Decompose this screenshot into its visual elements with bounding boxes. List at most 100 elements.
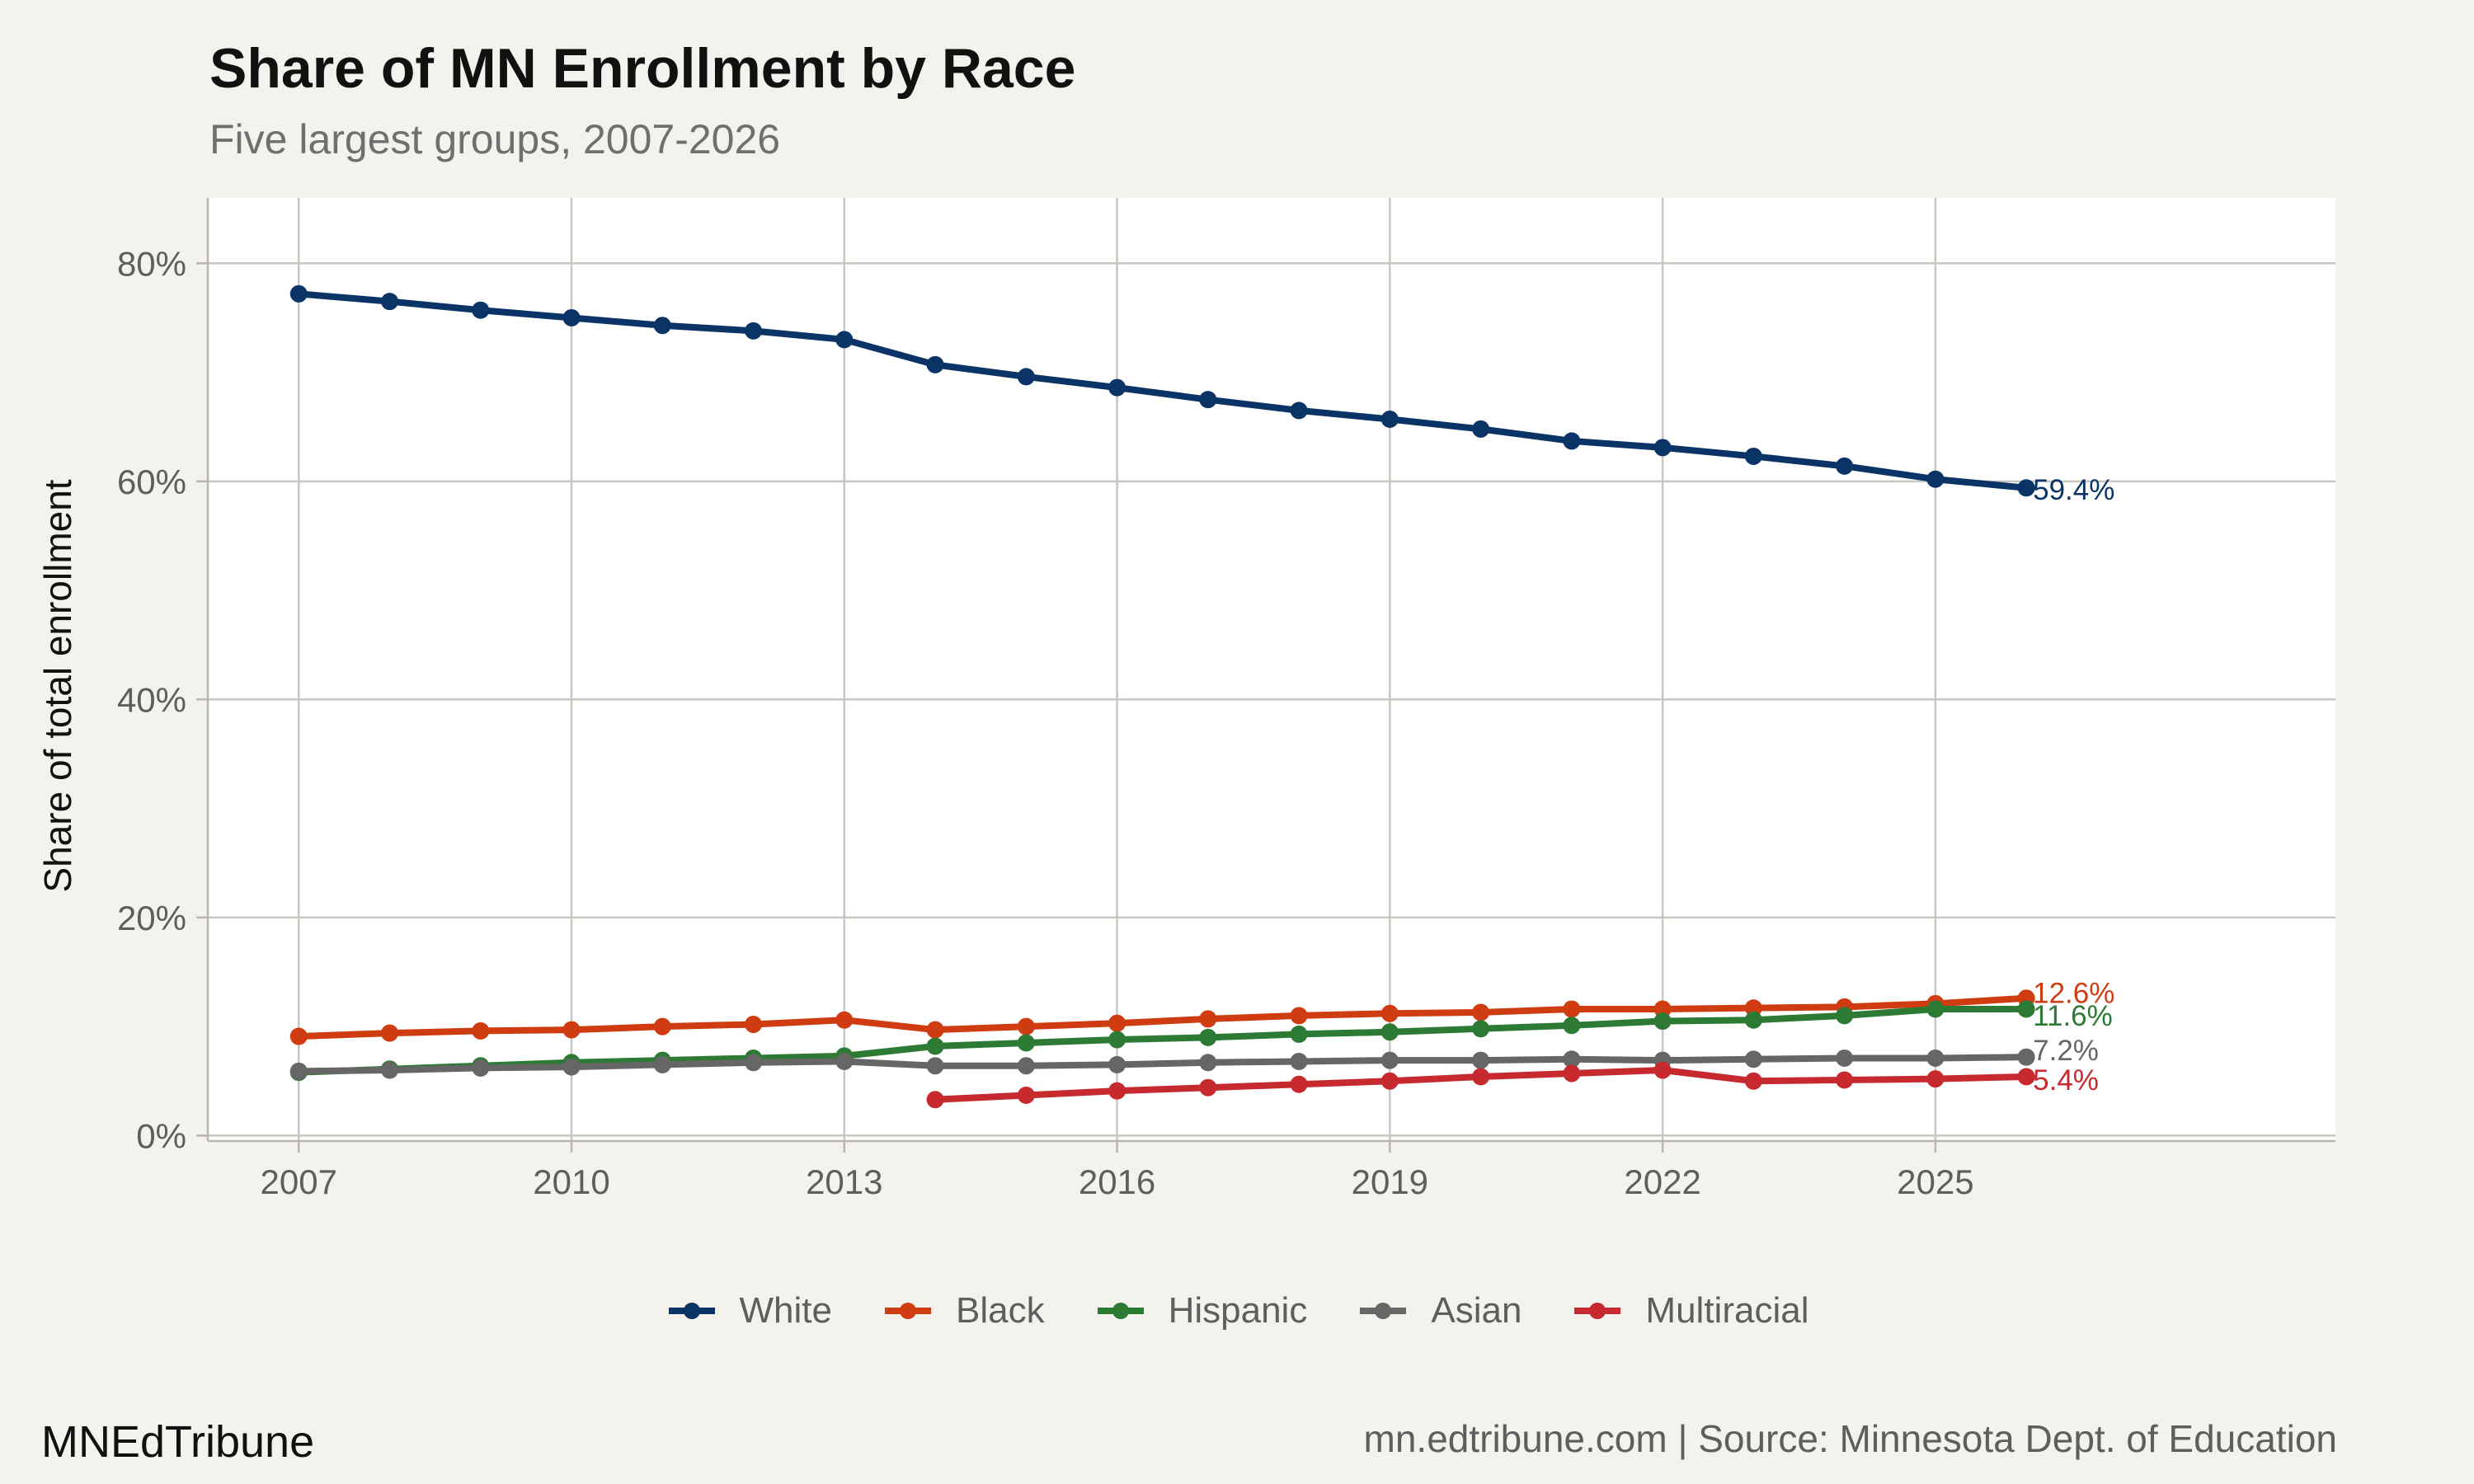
y-axis-title: Share of total enrollment bbox=[36, 479, 79, 892]
data-point-hispanic bbox=[2017, 1000, 2035, 1018]
data-point-asian bbox=[926, 1057, 944, 1075]
data-point-multiracial bbox=[926, 1091, 944, 1109]
legend-label-multiracial: Multiracial bbox=[1645, 1290, 1809, 1331]
data-point-multiracial bbox=[1017, 1086, 1035, 1104]
data-point-multiracial bbox=[1290, 1075, 1308, 1093]
legend-label-white: White bbox=[739, 1290, 832, 1331]
end-labels: 59.4% 12.6%11.6%7.2%5.4% bbox=[2033, 474, 2114, 1097]
legend-key-black bbox=[885, 1303, 931, 1319]
data-point-white bbox=[1926, 470, 1945, 488]
data-point-hispanic bbox=[1744, 1011, 1762, 1029]
legend-key-asian bbox=[1360, 1303, 1407, 1319]
data-point-asian bbox=[1017, 1057, 1035, 1075]
data-point-black bbox=[926, 1021, 944, 1039]
series-line-hispanic bbox=[295, 1005, 2030, 1076]
data-point-white bbox=[926, 355, 944, 373]
data-point-hispanic bbox=[926, 1037, 944, 1055]
data-point-black bbox=[1017, 1017, 1035, 1036]
data-point-black bbox=[1199, 1010, 1217, 1028]
data-point-white bbox=[1472, 420, 1490, 438]
legend-key-dot bbox=[683, 1303, 700, 1319]
y-tick-label: 40% bbox=[117, 680, 186, 719]
data-point-asian bbox=[472, 1059, 490, 1077]
data-point-black bbox=[1472, 1003, 1490, 1021]
data-point-white bbox=[1199, 391, 1217, 409]
data-point-multiracial bbox=[1744, 1072, 1762, 1090]
chart-subtitle: Five largest groups, 2007-2026 bbox=[209, 116, 781, 162]
legend-label-asian: Asian bbox=[1431, 1290, 1522, 1331]
data-point-asian bbox=[1199, 1054, 1217, 1072]
data-point-asian bbox=[1290, 1052, 1308, 1070]
data-point-black bbox=[562, 1021, 581, 1039]
legend-key-hispanic bbox=[1097, 1303, 1144, 1319]
data-point-multiracial bbox=[1653, 1061, 1672, 1079]
series-lines bbox=[289, 284, 2035, 1109]
legend-key-multiracial bbox=[1574, 1303, 1621, 1319]
data-point-white bbox=[835, 331, 854, 349]
data-point-asian bbox=[1744, 1050, 1762, 1068]
series-line-white bbox=[295, 290, 2030, 491]
legend-label-black: Black bbox=[956, 1290, 1045, 1331]
data-point-hispanic bbox=[1017, 1034, 1035, 1052]
series-multiracial bbox=[926, 1061, 2035, 1109]
x-tick-label: 2013 bbox=[806, 1162, 882, 1201]
data-point-black bbox=[653, 1017, 671, 1036]
data-point-asian bbox=[1926, 1049, 1945, 1067]
data-point-black bbox=[835, 1011, 854, 1029]
brand-name: MNEdTribune bbox=[41, 1417, 315, 1467]
data-point-black bbox=[1380, 1004, 1399, 1022]
data-point-white bbox=[653, 317, 671, 335]
data-point-hispanic bbox=[1472, 1020, 1490, 1038]
data-point-hispanic bbox=[1836, 1007, 1854, 1025]
end-label-white: 59.4% bbox=[2033, 474, 2114, 506]
data-point-asian bbox=[653, 1055, 671, 1073]
legend-item-white: White bbox=[666, 1290, 832, 1331]
data-point-asian bbox=[1836, 1049, 1854, 1067]
data-point-multiracial bbox=[1199, 1078, 1217, 1097]
data-point-white bbox=[1380, 410, 1399, 428]
data-point-black bbox=[1744, 999, 1762, 1017]
series-line-asian bbox=[295, 1054, 2030, 1075]
data-point-asian bbox=[835, 1052, 854, 1070]
data-point-black bbox=[1653, 1000, 1672, 1018]
data-point-white bbox=[1290, 402, 1308, 420]
data-point-hispanic bbox=[1926, 1000, 1945, 1018]
data-point-multiracial bbox=[1108, 1082, 1126, 1100]
data-point-multiracial bbox=[2017, 1068, 2035, 1086]
data-point-white bbox=[381, 293, 399, 311]
data-point-hispanic bbox=[1380, 1023, 1399, 1041]
end-label-multiracial: 5.4% bbox=[2033, 1064, 2099, 1097]
data-point-asian bbox=[1380, 1051, 1399, 1069]
data-point-multiracial bbox=[1563, 1064, 1581, 1082]
data-point-asian bbox=[2017, 1048, 2035, 1066]
legend-key-dot bbox=[1589, 1303, 1606, 1319]
data-point-white bbox=[745, 322, 763, 340]
data-point-asian bbox=[289, 1062, 308, 1080]
x-tick-label: 2019 bbox=[1352, 1162, 1428, 1201]
data-point-black bbox=[745, 1015, 763, 1033]
data-point-asian bbox=[1563, 1050, 1581, 1068]
data-point-multiracial bbox=[1380, 1072, 1399, 1090]
data-point-black bbox=[1108, 1014, 1126, 1032]
x-tick-label: 2025 bbox=[1897, 1162, 1973, 1201]
data-point-multiracial bbox=[1926, 1070, 1945, 1088]
data-point-white bbox=[1563, 432, 1581, 450]
data-point-multiracial bbox=[1836, 1071, 1854, 1089]
x-tick-label: 2007 bbox=[261, 1162, 337, 1201]
legend-item-black: Black bbox=[882, 1290, 1045, 1331]
data-point-black bbox=[381, 1024, 399, 1042]
legend-key-white bbox=[668, 1303, 715, 1319]
data-point-hispanic bbox=[1653, 1012, 1672, 1031]
x-tick-label: 2016 bbox=[1079, 1162, 1155, 1201]
data-point-black bbox=[472, 1021, 490, 1040]
legend-key-dot bbox=[1112, 1303, 1129, 1319]
series-white bbox=[289, 284, 2035, 497]
source-credit: mn.edtribune.com | Source: Minnesota Dep… bbox=[1363, 1417, 2337, 1460]
data-point-white bbox=[1836, 457, 1854, 475]
series-asian bbox=[289, 1048, 2035, 1080]
y-tick-label: 80% bbox=[117, 244, 186, 283]
data-point-white bbox=[472, 301, 490, 319]
legend-key-dot bbox=[900, 1303, 916, 1319]
end-label-asian: 7.2% bbox=[2033, 1035, 2099, 1067]
data-point-black bbox=[1563, 1000, 1581, 1018]
